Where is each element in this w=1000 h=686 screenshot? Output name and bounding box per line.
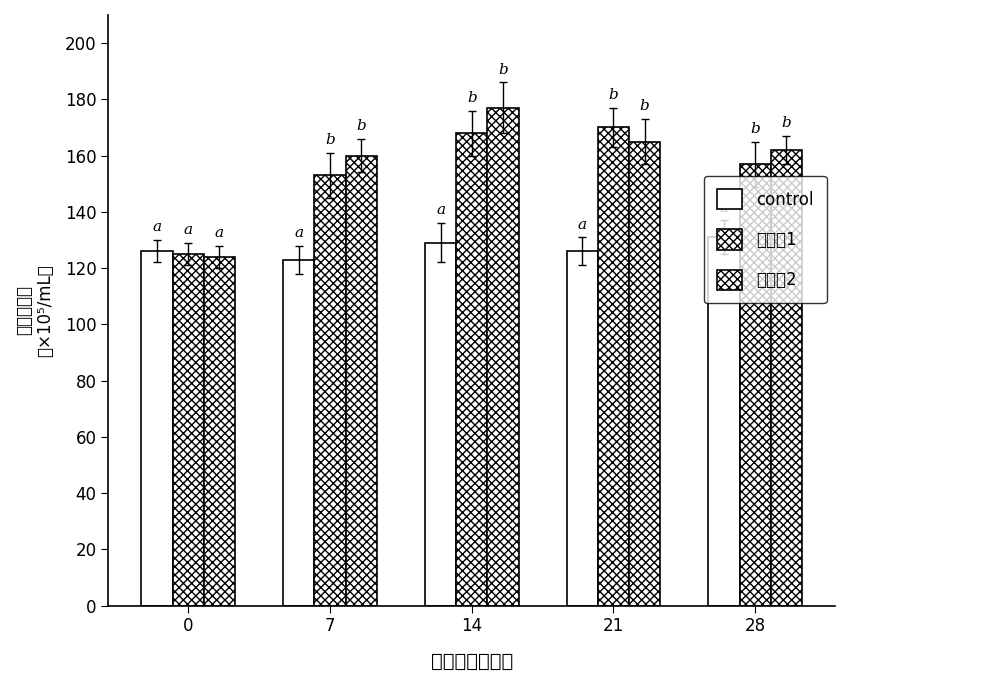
Bar [456,133,487,606]
Bar [346,156,377,606]
Bar [314,176,346,606]
Text: a: a [294,226,303,240]
Bar [283,259,314,606]
Text: b: b [640,99,650,113]
Legend: control, 试验组1, 试验组2: control, 试验组1, 试验组2 [704,176,827,303]
Text: a: a [153,220,162,235]
Text: b: b [356,119,366,133]
Text: b: b [750,122,760,136]
Bar [598,128,629,606]
Bar [173,254,204,606]
Text: b: b [325,133,335,147]
Text: a: a [719,200,729,215]
Bar [771,150,802,606]
Text: a: a [436,204,445,217]
Bar [567,251,598,606]
Bar [487,108,519,606]
Text: b: b [498,63,508,77]
Text: b: b [467,91,477,105]
Text: b: b [609,88,618,102]
X-axis label: 兿殖时间（天）: 兿殖时间（天） [431,652,513,671]
Bar [141,251,173,606]
Y-axis label: 血细胞数量
（×10⁵/mL）: 血细胞数量 （×10⁵/mL） [15,264,54,357]
Bar [425,243,456,606]
Bar [629,141,660,606]
Text: a: a [578,217,587,232]
Bar [204,257,235,606]
Bar [740,164,771,606]
Text: a: a [215,226,224,240]
Text: a: a [184,223,193,237]
Bar [708,237,740,606]
Text: b: b [782,117,791,130]
